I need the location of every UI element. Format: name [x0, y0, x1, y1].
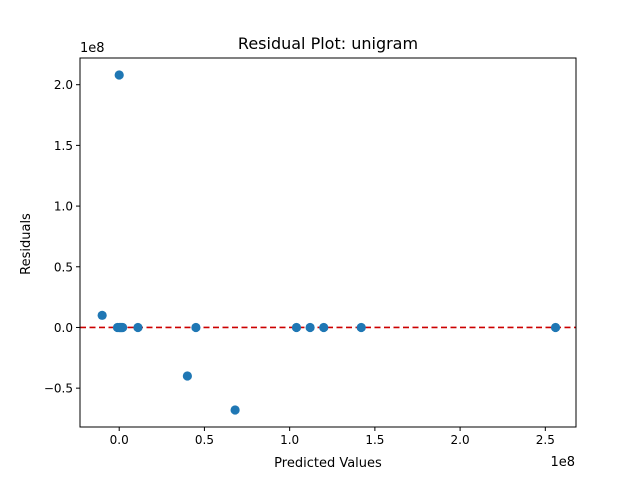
- scatter-point: [114, 70, 124, 80]
- x-tick-label: 2.5: [536, 433, 555, 447]
- x-tick-label: 2.0: [451, 433, 470, 447]
- scatter-point: [118, 322, 128, 333]
- x-axis-label: Predicted Values: [274, 456, 382, 471]
- scatter-point: [291, 322, 302, 333]
- scatter-point: [191, 322, 201, 333]
- x-tick-label: 1.0: [280, 433, 299, 447]
- plot-area-frame: [79, 57, 577, 428]
- scatter-point: [133, 322, 143, 333]
- y-axis-ticks: −0.5 0.0 0.5 1.0 1.5 2.0: [44, 78, 80, 396]
- y-tick-label: 0.0: [54, 321, 73, 335]
- scatter-point: [356, 322, 366, 333]
- x-offset-label: 1e8: [550, 455, 575, 470]
- y-offset-label: 1e8: [80, 41, 105, 56]
- x-tick-label: 0.5: [195, 433, 214, 447]
- y-tick-label: 1.0: [54, 200, 73, 214]
- y-tick-label: 0.5: [54, 260, 73, 274]
- y-axis-label: Residuals: [19, 213, 34, 275]
- scatter-point: [319, 322, 329, 333]
- scatter-points: [97, 70, 561, 415]
- y-tick-label: −0.5: [44, 382, 73, 396]
- y-tick-label: 2.0: [54, 78, 73, 92]
- x-tick-label: 0.0: [110, 433, 129, 447]
- scatter-point: [550, 322, 561, 333]
- chart-title: Residual Plot: unigram: [238, 34, 418, 53]
- x-tick-label: 1.5: [365, 433, 384, 447]
- scatter-point: [230, 405, 240, 415]
- y-tick-label: 1.5: [54, 139, 73, 153]
- scatter-point: [305, 322, 315, 333]
- scatter-point: [97, 310, 107, 320]
- scatter-point: [182, 371, 192, 381]
- x-axis-ticks: 0.0 0.5 1.0 1.5 2.0 2.5: [110, 427, 555, 447]
